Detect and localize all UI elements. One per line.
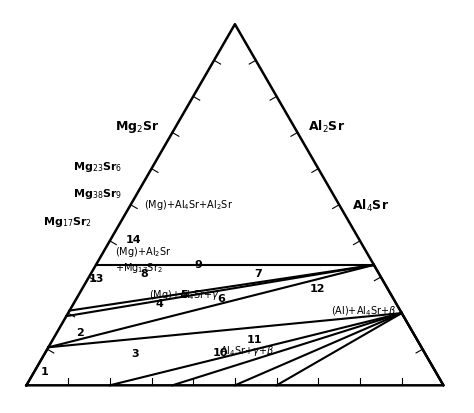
Text: 1: 1 [40,366,48,376]
Text: Al$_2$Sr: Al$_2$Sr [308,119,345,135]
Text: (Mg)+Al$_2$Sr
+Mg$_{17}$Sr$_2$: (Mg)+Al$_2$Sr +Mg$_{17}$Sr$_2$ [115,245,172,275]
Text: 6: 6 [218,293,226,303]
Text: 10: 10 [213,347,228,357]
Text: 2: 2 [76,328,84,337]
Text: Al$_4$Sr+$\gamma$+$\beta$: Al$_4$Sr+$\gamma$+$\beta$ [220,343,274,357]
Text: 5: 5 [180,289,188,299]
Text: 7: 7 [254,268,262,278]
Text: Mg$_{23}$Sr$_6$: Mg$_{23}$Sr$_6$ [73,159,122,173]
Text: (Al)+Al$_4$Sr+$\beta$: (Al)+Al$_4$Sr+$\beta$ [331,304,396,318]
Text: Al$_4$Sr: Al$_4$Sr [352,198,389,214]
Text: 4: 4 [155,299,163,309]
Text: 12: 12 [310,283,325,293]
Text: (Mg)+Al$_4$Sr+Al$_2$Sr: (Mg)+Al$_4$Sr+Al$_2$Sr [144,197,233,211]
Text: 11: 11 [247,334,263,344]
Text: 8: 8 [141,268,148,278]
Text: Mg$_2$Sr: Mg$_2$Sr [115,119,159,135]
Text: Mg$_{17}$Sr$_2$: Mg$_{17}$Sr$_2$ [43,214,92,228]
Text: 13: 13 [89,273,104,283]
Text: (Mg)+Al$_4$Sr+$\gamma$: (Mg)+Al$_4$Sr+$\gamma$ [149,287,220,301]
Text: 3: 3 [131,348,138,358]
Text: 9: 9 [195,260,202,270]
Text: Mg$_{38}$Sr$_9$: Mg$_{38}$Sr$_9$ [73,187,122,200]
Text: 14: 14 [126,234,142,244]
